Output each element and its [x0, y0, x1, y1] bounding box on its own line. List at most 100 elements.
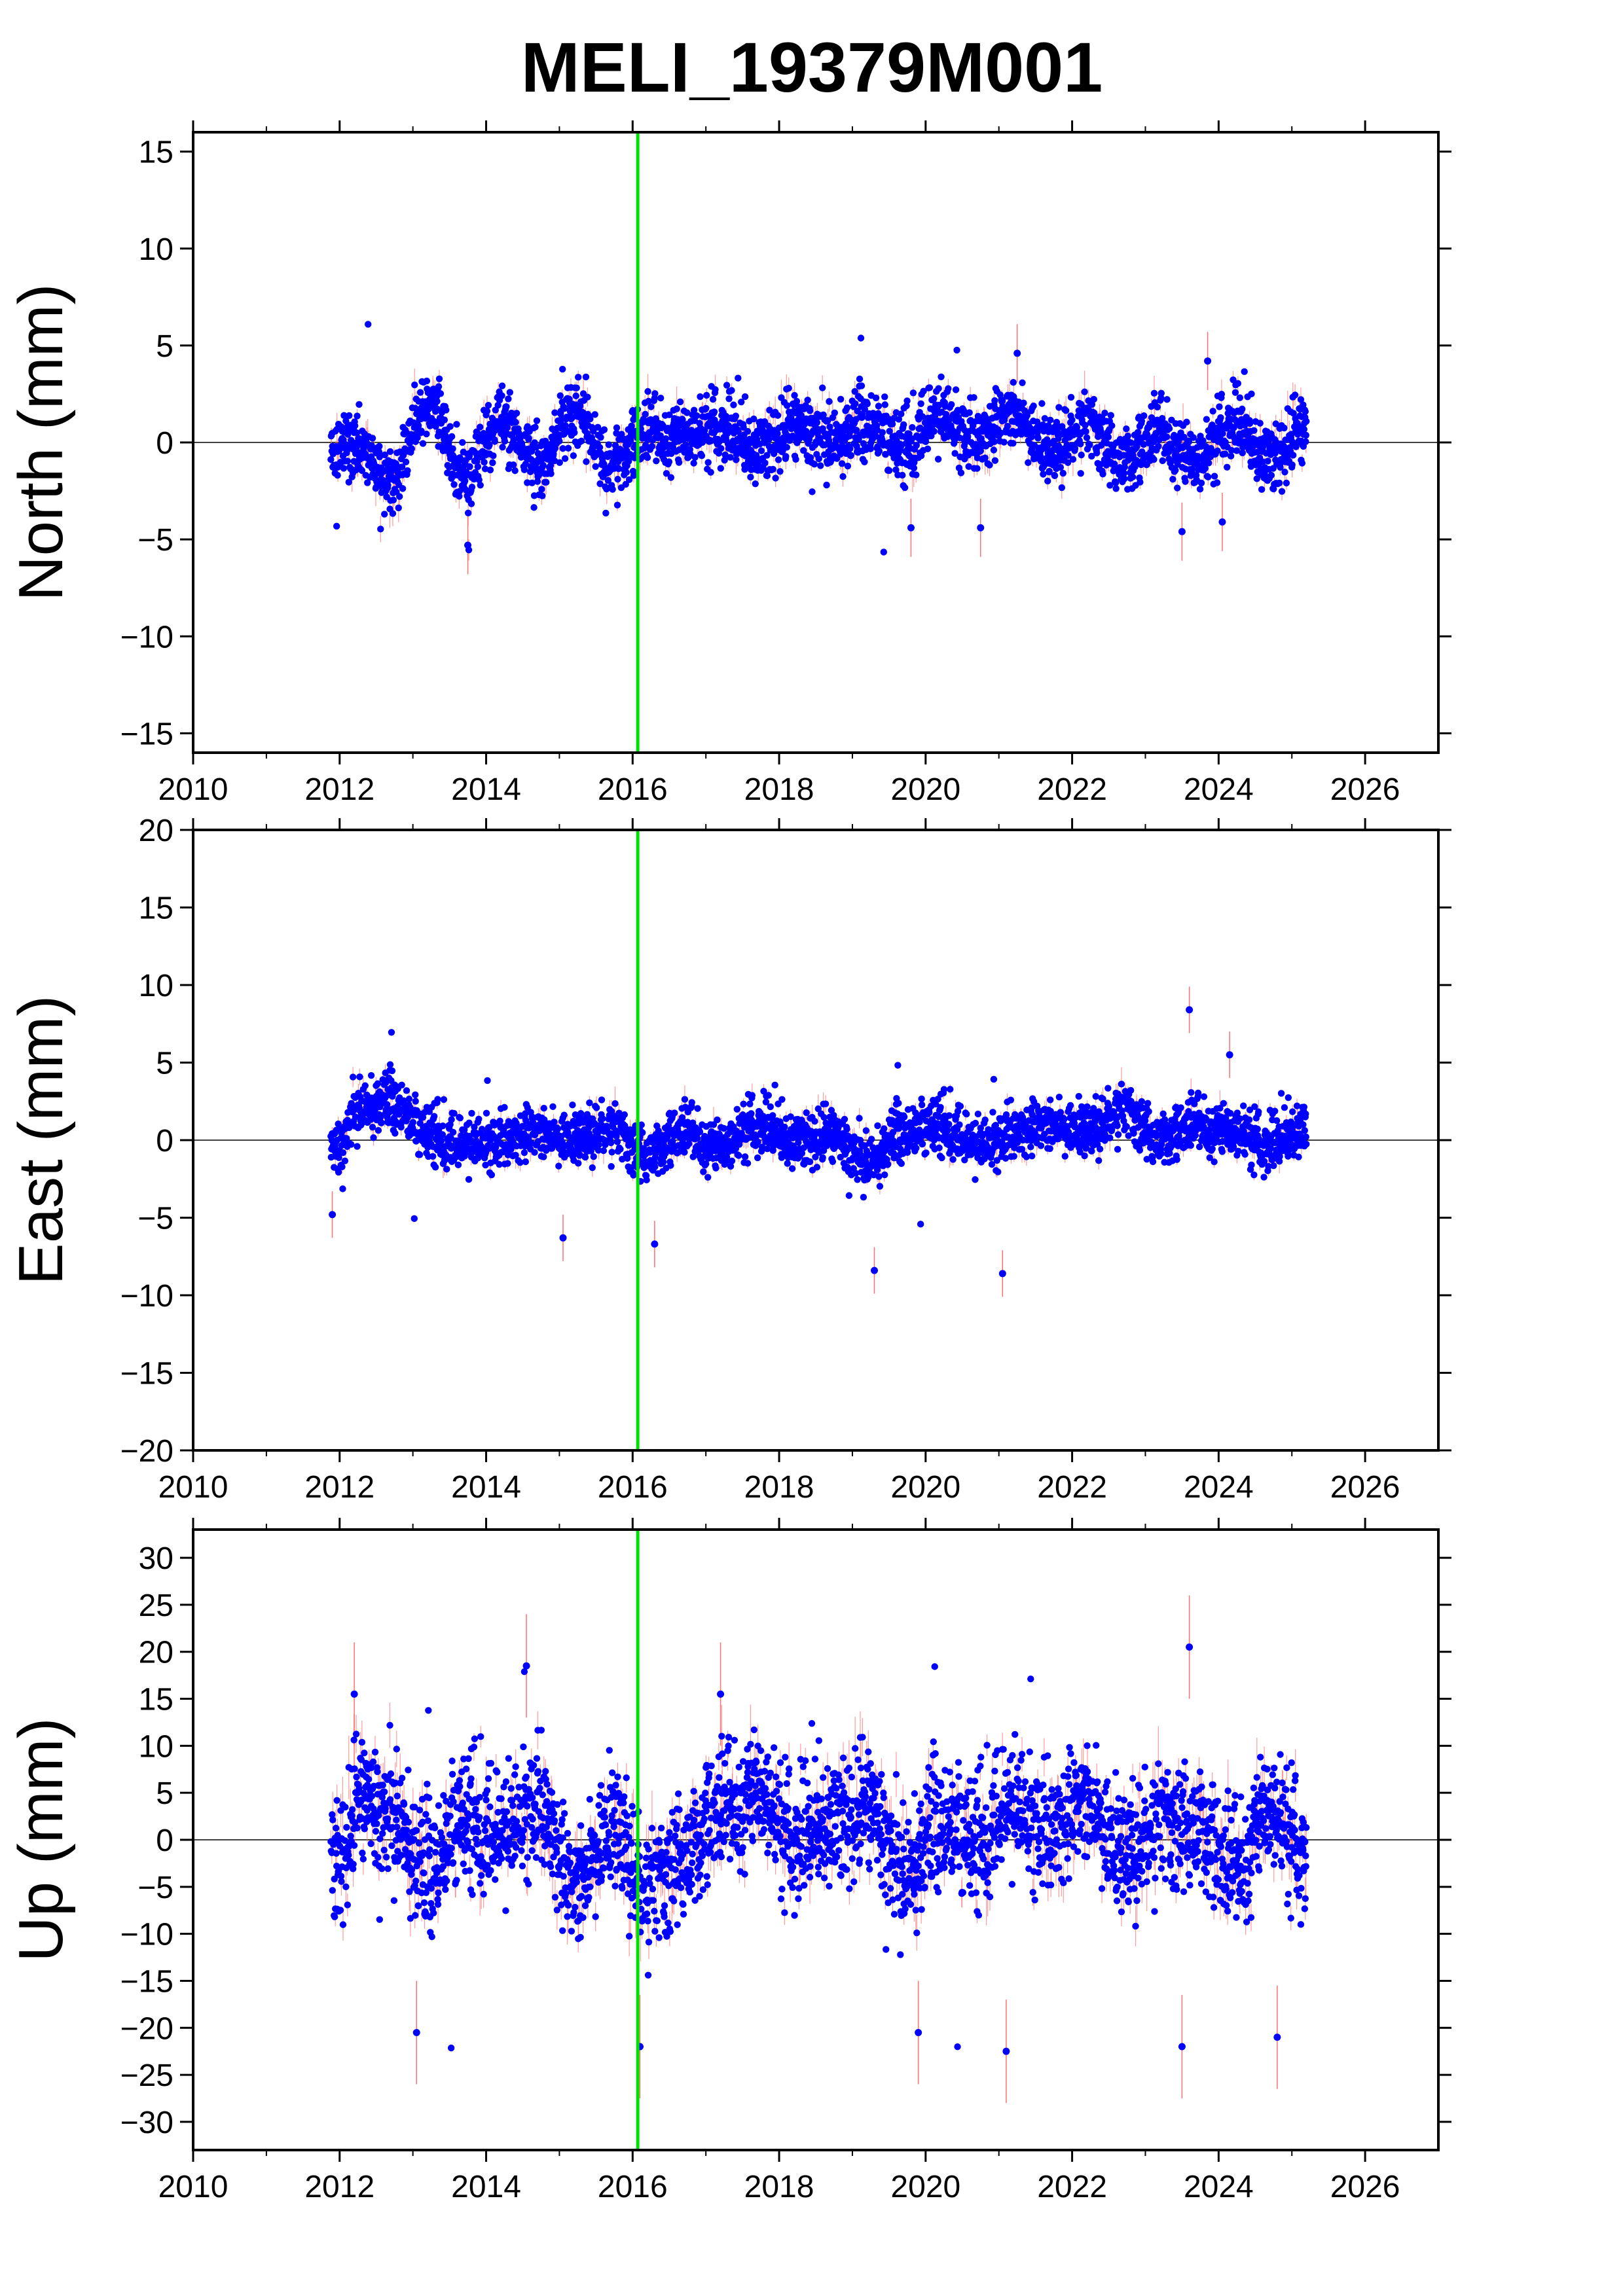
- data-point: [547, 462, 555, 469]
- x-tick-label-east: 2014: [451, 1470, 521, 1505]
- data-point: [614, 475, 621, 483]
- x-tick-label-east: 2024: [1184, 1470, 1254, 1505]
- data-point: [880, 548, 887, 556]
- data-point: [419, 440, 427, 447]
- data-point: [815, 455, 822, 463]
- data-point: [701, 427, 708, 434]
- data-point: [698, 452, 706, 459]
- data-point: [613, 501, 621, 509]
- data-point: [1258, 486, 1266, 493]
- data-point: [1203, 416, 1211, 423]
- data-point: [952, 386, 960, 393]
- data-point: [903, 397, 911, 404]
- data-point: [1272, 420, 1279, 427]
- data-point: [1057, 463, 1065, 471]
- data-point: [600, 426, 608, 433]
- data-point: [1256, 420, 1264, 427]
- data-point: [1077, 440, 1084, 448]
- data-point: [534, 478, 541, 485]
- data-point: [750, 415, 757, 423]
- data-point: [1108, 422, 1116, 429]
- data-point: [1101, 409, 1108, 417]
- x-tick-label-east: 2020: [890, 1470, 960, 1505]
- data-point: [684, 409, 691, 416]
- data-point: [831, 409, 839, 416]
- data-point: [498, 382, 506, 389]
- data-point: [364, 479, 371, 486]
- data-point: [861, 405, 869, 413]
- data-point: [416, 389, 424, 396]
- data-point: [1010, 379, 1017, 386]
- data-point: [1069, 456, 1077, 463]
- data-point: [622, 480, 629, 488]
- data-point: [1159, 415, 1166, 422]
- data-point: [551, 409, 558, 416]
- data-point: [1150, 456, 1158, 463]
- data-point: [1158, 389, 1165, 397]
- data-point: [618, 431, 625, 438]
- data-point: [663, 470, 670, 477]
- x-tick-label-north: 2010: [158, 772, 228, 807]
- data-point: [530, 504, 538, 511]
- data-point: [1059, 469, 1067, 477]
- data-point: [800, 447, 807, 454]
- data-point: [513, 410, 520, 417]
- data-point: [644, 454, 651, 461]
- x-tick-label-north: 2014: [451, 772, 521, 807]
- data-point: [776, 468, 784, 475]
- data-point: [1155, 442, 1162, 450]
- data-point: [1239, 449, 1246, 457]
- data-point: [1241, 368, 1248, 376]
- data-point: [411, 381, 418, 389]
- data-point: [856, 375, 864, 383]
- y-tick-label-east: 10: [139, 969, 173, 1003]
- data-point: [1224, 463, 1231, 471]
- y-tick-label-east: 15: [139, 891, 173, 926]
- data-point: [967, 416, 974, 424]
- y-tick-label-east: 0: [156, 1124, 173, 1158]
- data-point: [423, 377, 431, 385]
- y-tick-label-east: −15: [120, 1357, 173, 1391]
- data-point: [532, 423, 539, 431]
- data-point: [728, 387, 735, 394]
- data-point: [782, 453, 790, 460]
- data-point: [615, 465, 623, 473]
- data-point: [843, 404, 851, 412]
- data-point: [503, 424, 511, 431]
- data-point: [837, 395, 845, 403]
- data-point: [510, 435, 517, 443]
- data-point: [1302, 431, 1309, 439]
- data-point: [443, 406, 450, 414]
- data-point: [1196, 486, 1204, 493]
- data-point: [596, 444, 604, 451]
- data-point: [1234, 380, 1242, 387]
- data-point: [462, 477, 469, 485]
- data-point: [1174, 484, 1181, 492]
- data-point: [1071, 445, 1079, 452]
- data-point: [913, 471, 920, 478]
- data-point: [1277, 463, 1284, 471]
- data-point: [538, 486, 545, 493]
- data-point: [924, 445, 932, 453]
- y-tick-label-east: 5: [156, 1047, 173, 1081]
- data-point: [774, 430, 781, 437]
- data-point: [1163, 396, 1171, 403]
- data-point: [899, 471, 906, 479]
- y-tick-label-north: 0: [156, 426, 173, 461]
- data-point: [528, 479, 536, 486]
- data-point: [1197, 442, 1205, 450]
- data-point: [702, 404, 710, 412]
- data-point: [690, 459, 697, 467]
- data-point: [693, 412, 701, 420]
- y-tick-label-north: 15: [139, 135, 173, 170]
- data-point: [583, 458, 590, 465]
- data-point-outlier: [1204, 357, 1212, 365]
- data-point: [1062, 407, 1070, 414]
- data-point: [1090, 395, 1098, 403]
- data-point: [645, 397, 652, 405]
- data-point: [384, 482, 392, 489]
- data-point: [1300, 425, 1308, 433]
- data-point: [910, 464, 918, 472]
- data-point: [901, 484, 909, 492]
- data-point: [892, 466, 900, 474]
